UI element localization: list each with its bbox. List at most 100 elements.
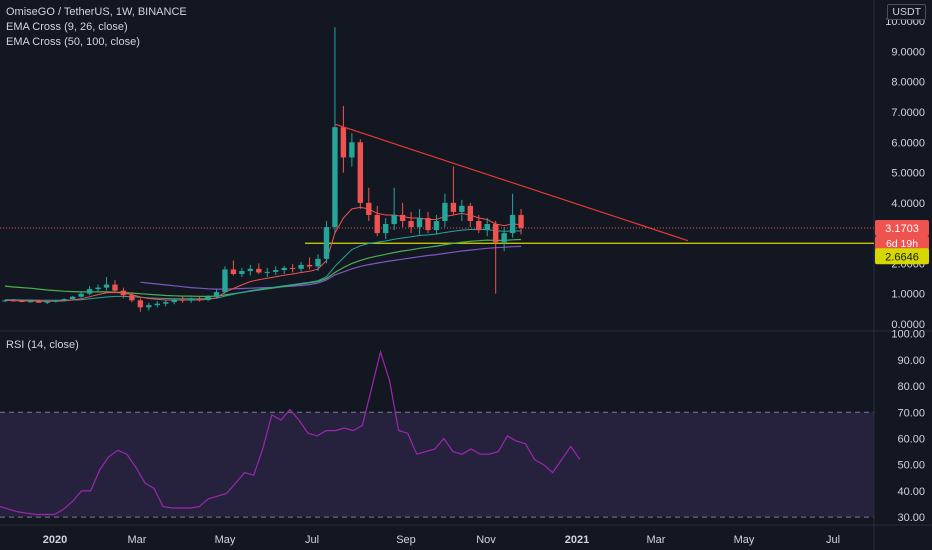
candle-body: [154, 303, 160, 306]
candle-body: [273, 270, 279, 272]
candle-body: [501, 233, 507, 243]
candle-body: [213, 292, 220, 297]
candle-body: [103, 284, 110, 288]
symbol-title[interactable]: OmiseGO / TetherUS, 1W, BINANCE: [6, 6, 187, 18]
price-tick-label: 9.0000: [891, 46, 925, 58]
candle-body: [95, 287, 101, 290]
candle-body: [230, 269, 237, 274]
rsi-tick-label: 70.00: [897, 407, 925, 419]
candle-body: [112, 284, 118, 291]
candle-body: [120, 290, 127, 296]
candle-body: [518, 214, 524, 228]
time-tick-label: Mar: [647, 534, 666, 546]
time-tick-label: May: [734, 534, 755, 546]
time-tick-label: Nov: [476, 534, 496, 546]
candle-body: [44, 301, 50, 303]
candle-body: [163, 302, 169, 304]
rsi-line: [0, 349, 581, 516]
candle-body: [340, 127, 347, 158]
candle-body: [374, 214, 380, 234]
price-tick-label: 6.0000: [891, 137, 925, 149]
candle-body: [484, 224, 490, 231]
price-tick-label: 0.0000: [891, 319, 925, 331]
candle-body: [196, 299, 203, 301]
time-tick-label: Mar: [128, 534, 147, 546]
candle-body: [416, 217, 423, 228]
candle-body: [78, 293, 84, 297]
candle-body: [69, 296, 76, 300]
candle-body: [357, 142, 364, 203]
countdown-tag: [875, 235, 929, 250]
candle-body: [188, 299, 194, 301]
candle-body: [467, 205, 473, 222]
candle-body: [289, 267, 296, 269]
candle-body: [27, 301, 34, 303]
candle-body: [391, 214, 397, 225]
ema-9-line: [4, 206, 522, 302]
candle-body: [399, 214, 406, 222]
time-tick-label: Sep: [396, 534, 416, 546]
candle-body: [492, 224, 499, 243]
time-tick-label: 2021: [565, 534, 589, 546]
rsi-tick-label: 90.00: [897, 355, 925, 367]
candle-body: [10, 300, 17, 302]
rsi-tick-label: 100.00: [891, 329, 925, 341]
candle-body: [315, 258, 321, 267]
candle-body: [442, 202, 448, 222]
candle-body: [247, 268, 254, 271]
candle-body: [205, 296, 211, 301]
candle-body: [323, 227, 330, 259]
current-price-label: 3.1703: [885, 223, 919, 235]
ema-cross-fast-legend[interactable]: EMA Cross (9, 26, close): [6, 21, 128, 33]
rsi-tick-label: 40.00: [897, 486, 925, 498]
candle-body: [425, 217, 431, 231]
currency-badge[interactable]: USDT: [887, 4, 926, 20]
rsi-tick-label: 80.00: [897, 381, 925, 393]
rsi-title[interactable]: RSI (14, close): [6, 339, 79, 351]
candle-body: [476, 221, 482, 231]
chart-legend: OmiseGO / TetherUS, 1W, BINANCE EMA Cros…: [6, 5, 187, 50]
candle-body: [459, 205, 465, 212]
candle-body: [281, 267, 287, 271]
candle-body: [61, 299, 67, 301]
candle-body: [450, 202, 457, 212]
price-tick-label: 8.0000: [891, 77, 925, 89]
price-tick-label: 7.0000: [891, 107, 925, 119]
candle-body: [53, 300, 59, 302]
candle-body: [129, 295, 135, 301]
candle-body: [146, 305, 152, 308]
candle-body: [509, 214, 516, 234]
price-tick-label: 1.0000: [891, 289, 925, 301]
candle-body: [408, 221, 414, 228]
candle-body: [383, 224, 389, 234]
ema-cross-slow-legend[interactable]: EMA Cross (50, 100, close): [6, 36, 140, 48]
candle-body: [256, 268, 262, 273]
candle-body: [239, 270, 245, 274]
rsi-legend[interactable]: RSI (14, close): [6, 338, 79, 353]
candle-body: [36, 301, 42, 303]
ema-100-line: [140, 245, 522, 290]
support-price-tag: [875, 248, 929, 265]
time-tick-label: 2020: [43, 534, 67, 546]
candle-body: [433, 221, 440, 231]
rsi-band: [0, 412, 874, 518]
candle-body: [86, 289, 93, 294]
price-tick-label: 5.0000: [891, 168, 925, 180]
candle-body: [171, 299, 177, 303]
candle-body: [179, 299, 186, 301]
time-tick-label: Jul: [826, 534, 840, 546]
support-price-label: 2.6646: [885, 251, 919, 263]
candle-body: [332, 127, 338, 228]
rsi-tick-label: 60.00: [897, 433, 925, 445]
time-tick-label: Jul: [305, 534, 319, 546]
current-price-tag: [875, 219, 929, 236]
candle-body: [19, 300, 25, 302]
rsi-tick-label: 50.00: [897, 460, 925, 472]
candle-body: [366, 202, 372, 215]
candle-body: [2, 300, 8, 302]
ema-26-line: [5, 229, 522, 301]
rsi-tick-label: 30.00: [897, 512, 925, 524]
time-tick-label: May: [215, 534, 236, 546]
